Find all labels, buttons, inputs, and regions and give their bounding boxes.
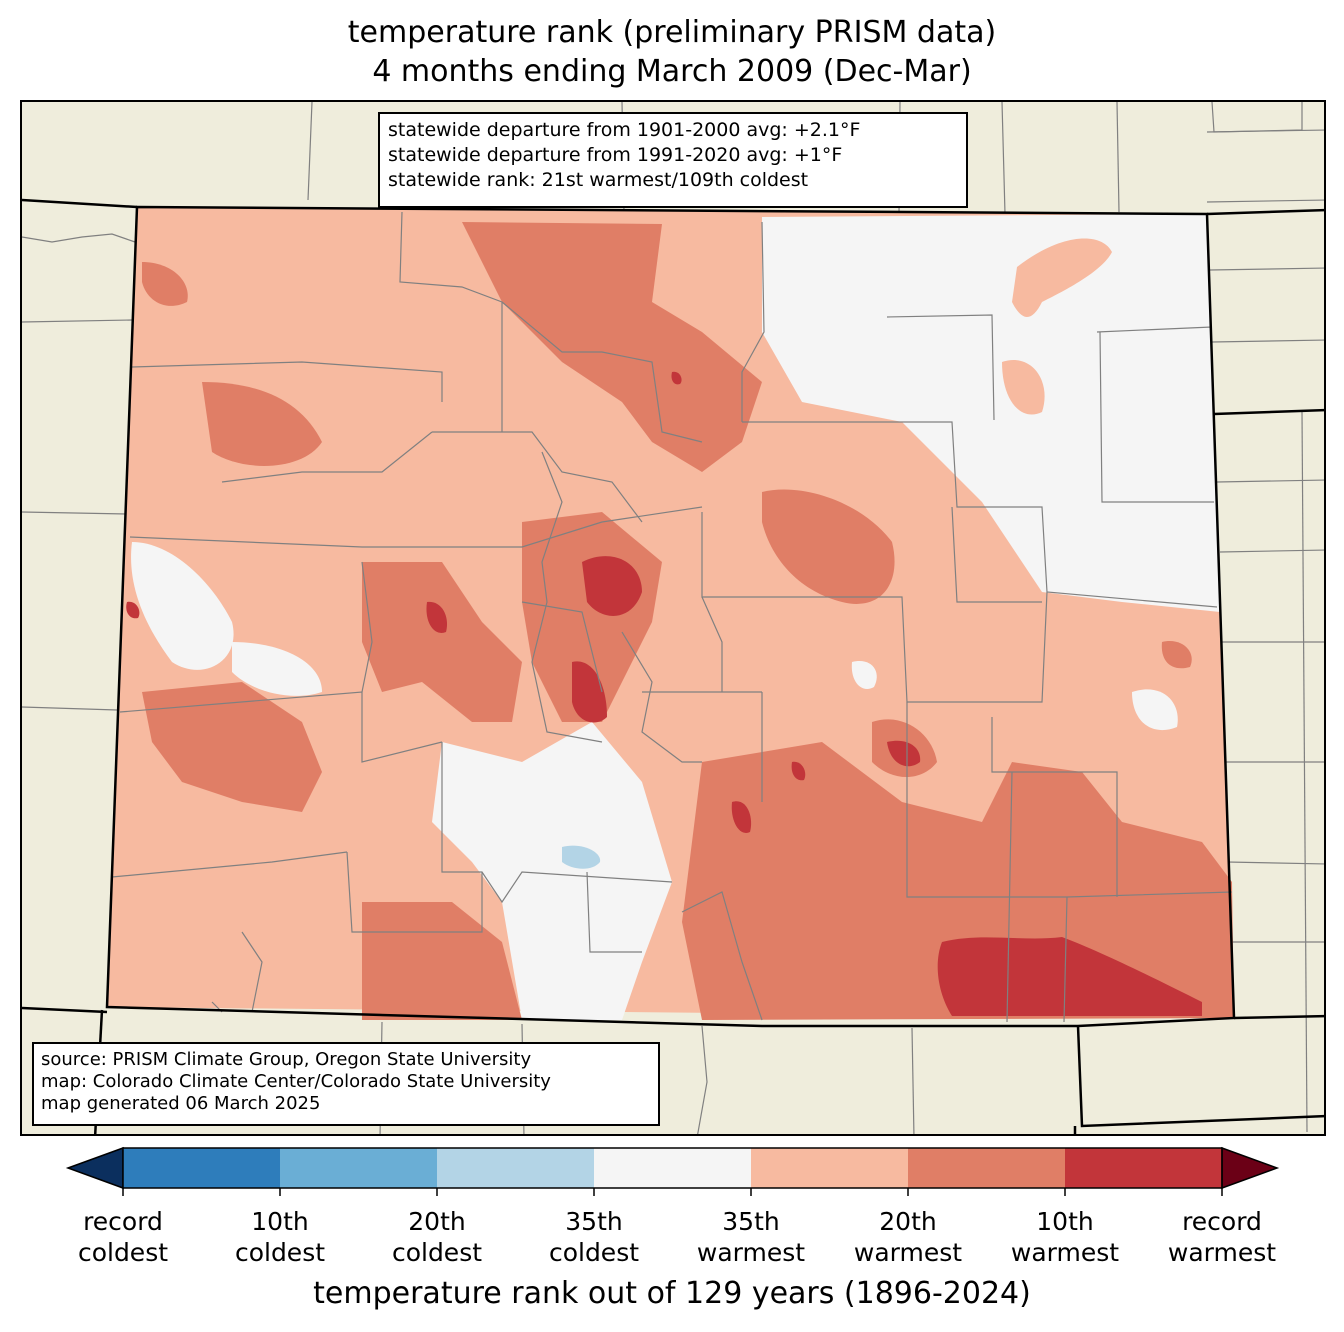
colorbar-bin-20th-10th-warmest [908,1148,1065,1188]
warmer-regions [142,222,1234,1020]
normal-region-south [432,722,672,1020]
colorbar-bin-20th-35th-coldest [437,1148,594,1188]
stats-departure-1991: statewide departure from 1991-2020 avg: … [388,144,843,166]
map-frame [20,100,1326,1136]
source-line-map: map: Colorado Climate Center/Colorado St… [41,1071,551,1092]
colorbar-tick-label-35th-coldest: 35th coldest [548,1207,640,1267]
colorbar-ticks [122,1188,1223,1196]
colorbar-extend-warm [1221,1146,1280,1190]
warm-patch-ne [1012,238,1112,317]
colorbar-extend-cold [65,1146,124,1190]
colorbar-bin-10th-20th-coldest [280,1148,437,1188]
county-lines [111,211,1233,1023]
statewide-stats-box: statewide departure from 1901-2000 avg: … [378,112,968,208]
colorbar-bin-normal [594,1148,751,1188]
stats-departure-1901: statewide departure from 1901-2000 avg: … [388,119,861,141]
colorbar-tick-label-10th-warmest: 10th warmest [1010,1207,1120,1267]
colorbar-tick-label-20th-warmest: 20th warmest [853,1207,963,1267]
normal-region-northeast [762,214,1220,612]
colorbar-tick-label-10th-coldest: 10th coldest [234,1207,326,1267]
colorado-map [22,102,1324,1134]
normal-region-west [131,542,234,670]
normal-patch-east [1132,689,1178,731]
colorbar-bin-10th-record-warmest [1065,1148,1222,1188]
source-box: source: PRISM Climate Group, Oregon Stat… [32,1042,660,1126]
stats-rank: statewide rank: 21st warmest/109th colde… [388,169,809,191]
colorbar-tick-label-record-warmest: record warmest [1167,1207,1277,1267]
normal-region-west2 [232,642,322,696]
colorbar-outline [122,1147,1223,1189]
colorbar-tick-label-35th-warmest: 35th warmest [696,1207,806,1267]
colorbar-tick-label-20th-coldest: 20th coldest [391,1207,483,1267]
cool-patch-south [562,845,601,869]
colorbar-bin-35th-20th-warmest [751,1148,908,1188]
colorado-border [105,205,1236,1028]
colorbar-title: temperature rank out of 129 years (1896-… [313,1276,1031,1311]
colorbar-tick-label-record-coldest: record coldest [77,1207,169,1267]
map-subtitle: 4 months ending March 2009 (Dec-Mar) [372,54,972,89]
map-title: temperature rank (preliminary PRISM data… [347,15,997,50]
warm-patch-ne2 [1002,360,1045,415]
source-line-generated: map generated 06 March 2025 [41,1093,321,1114]
normal-patch-east2 [851,661,877,690]
colorbar-bin-record-10th-coldest [123,1148,280,1188]
source-line-prism: source: PRISM Climate Group, Oregon Stat… [41,1049,532,1070]
